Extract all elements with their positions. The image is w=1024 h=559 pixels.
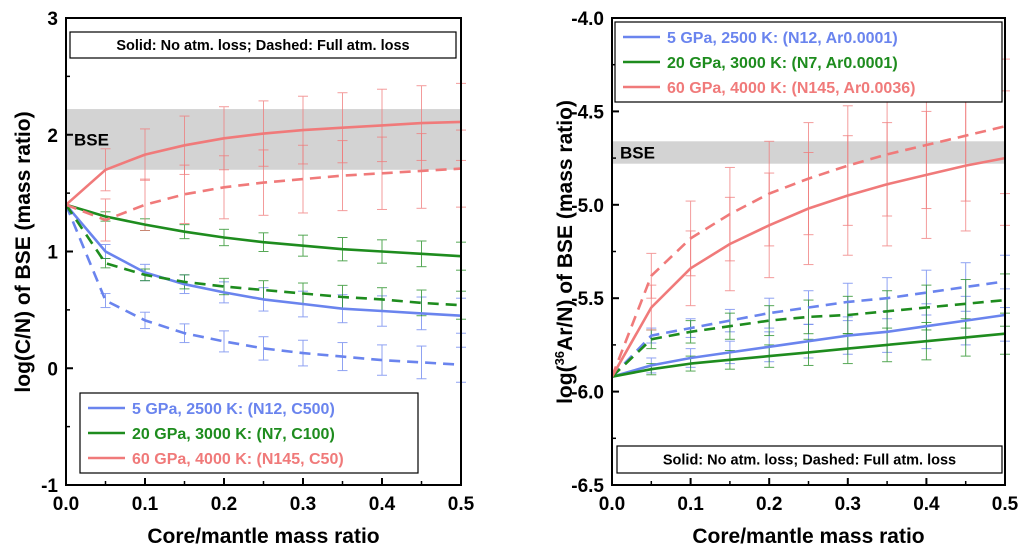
y-axis-title-prefix: log(	[554, 365, 577, 403]
note-text: Solid: No atm. loss; Dashed: Full atm. l…	[663, 453, 956, 469]
y-tick-label: -5.5	[571, 289, 604, 310]
series-line-blue-dashed	[611, 280, 1006, 378]
bse-band-label: BSE	[620, 143, 655, 162]
error-bars	[646, 90, 1010, 331]
note-box	[69, 31, 457, 59]
x-tick-label: 0.0	[599, 494, 625, 515]
y-tick-label: -4.0	[571, 9, 604, 30]
series-line-blue-solid	[611, 313, 1006, 378]
x-tick-label: 0.3	[835, 494, 861, 515]
legend-entry-green: 20 GPa, 3000 K: (N7, Ar0.0001)	[667, 55, 898, 72]
y-tick-label: 2	[47, 126, 58, 147]
y-tick-label: -5.0	[571, 196, 604, 217]
x-tick-label: 0.1	[132, 494, 159, 515]
error-bars	[646, 288, 1010, 374]
series-line-green-dashed	[64, 204, 462, 307]
legend-entry-green: 20 GPa, 3000 K: (N7, C100)	[132, 426, 335, 443]
error-bars	[100, 211, 466, 271]
x-tick-label: 0.5	[448, 494, 475, 515]
x-tick-label: 0.3	[290, 494, 316, 515]
x-tick-label: 0.4	[913, 494, 940, 515]
y-axis-title: log(36Ar/N) of BSE (mass ratio)	[552, 100, 577, 404]
error-bars	[646, 254, 1010, 344]
y-axis-title-suffix: Ar/N) of BSE (mass ratio)	[554, 100, 577, 351]
legend-entry-red: 60 GPa, 4000 K: (N145, Ar0.0036)	[667, 80, 915, 97]
y-axis-title-group: log(C/N) of BSE (mass ratio)	[12, 111, 35, 392]
series-line-blue-dashed	[64, 204, 462, 366]
y-axis-title-superscript: 36	[552, 351, 567, 365]
x-tick-label: 0.2	[756, 494, 782, 515]
series-line-red-dashed	[610, 125, 1006, 378]
right-chart-panel: BSE 0.0 0.1 0.2 0.3 0.4 0.5 -6.5 -6.0 -5.5 -5.0 -4.…	[552, 9, 1019, 548]
y-axis-title-group: log(36Ar/N) of BSE (mass ratio)	[552, 100, 577, 404]
y-tick-label: 0	[47, 359, 58, 380]
y-tick-label: -6.5	[571, 476, 604, 497]
legend-box	[79, 392, 419, 474]
y-tick-label: -4.5	[571, 102, 604, 123]
x-tick-label: 0.2	[211, 494, 237, 515]
error-bars	[100, 258, 466, 320]
series-line-red-dashed	[65, 167, 462, 222]
x-tick-label: 0.5	[992, 494, 1019, 515]
bse-band-label: BSE	[74, 130, 109, 149]
note-text: Solid: No atm. loss; Dashed: Full atm. l…	[116, 38, 409, 54]
series-line-red-solid	[610, 156, 1006, 378]
error-bars	[100, 293, 466, 383]
y-tick-label: -6.0	[571, 383, 604, 404]
legend-entry-blue: 5 GPa, 2500 K: (N12, C500)	[132, 401, 335, 418]
y-tick-label: 3	[47, 9, 58, 30]
x-axis-title: Core/mantle mass ratio	[147, 525, 379, 548]
series-line-green-dashed	[611, 298, 1006, 378]
series-line-blue-solid	[65, 203, 462, 317]
legend-entry-blue: 5 GPa, 2500 K: (N12, Ar0.0001)	[667, 30, 898, 47]
series-line-green-solid	[611, 332, 1006, 378]
left-chart-panel: BSE 0.0 0.1 0.2 0.3 0.4 0.5 -1 0 1 2 3 Core/mantle m…	[12, 9, 475, 548]
x-tick-label: 0.1	[677, 494, 704, 515]
legend-entry-red: 60 GPa, 4000 K: (N145, C50)	[132, 451, 344, 468]
error-bars	[100, 243, 466, 334]
y-axis-title: log(C/N) of BSE (mass ratio)	[12, 111, 35, 392]
series-line-red-solid	[65, 120, 462, 206]
y-tick-label: -1	[41, 476, 58, 497]
x-axis-title: Core/mantle mass ratio	[692, 525, 924, 548]
x-tick-label: 0.4	[369, 494, 396, 515]
x-tick-label: 0.0	[53, 494, 79, 515]
y-tick-label: 1	[47, 243, 58, 264]
series-line-green-solid	[65, 203, 462, 258]
legend-box	[614, 21, 1003, 103]
note-box	[616, 445, 1003, 474]
